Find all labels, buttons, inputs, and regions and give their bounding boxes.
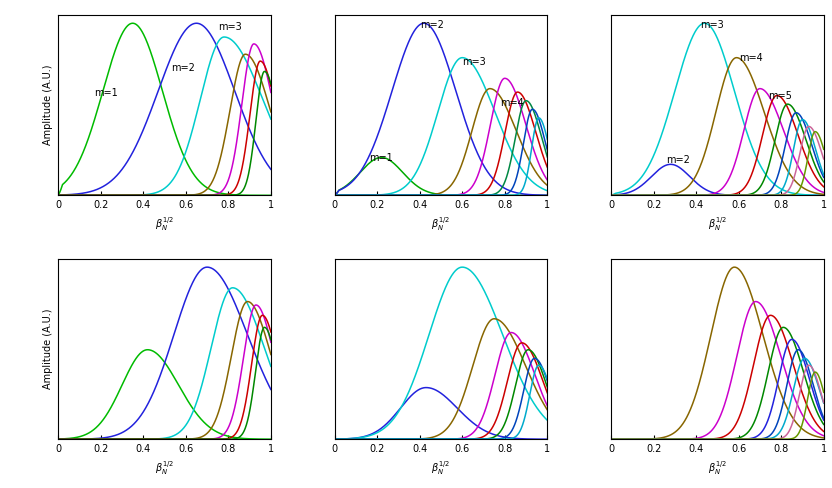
Text: m=5: m=5	[769, 91, 792, 101]
Y-axis label: Amplitude (A.U.): Amplitude (A.U.)	[42, 308, 52, 389]
X-axis label: $\beta_N^{1/2}$: $\beta_N^{1/2}$	[432, 216, 450, 233]
X-axis label: $\beta_N^{1/2}$: $\beta_N^{1/2}$	[708, 460, 727, 477]
Text: m=2: m=2	[419, 20, 443, 30]
Text: m=3: m=3	[463, 57, 486, 66]
Text: m=1: m=1	[369, 153, 393, 163]
Text: m=3: m=3	[218, 22, 241, 32]
Text: m=4: m=4	[739, 53, 762, 63]
X-axis label: $\beta_N^{1/2}$: $\beta_N^{1/2}$	[155, 216, 174, 233]
X-axis label: $\beta_N^{1/2}$: $\beta_N^{1/2}$	[708, 216, 727, 233]
Text: m=2: m=2	[666, 155, 691, 164]
X-axis label: $\beta_N^{1/2}$: $\beta_N^{1/2}$	[432, 460, 450, 477]
Text: m=4: m=4	[501, 98, 524, 108]
Y-axis label: Amplitude (A.U.): Amplitude (A.U.)	[42, 65, 52, 145]
X-axis label: $\beta_N^{1/2}$: $\beta_N^{1/2}$	[155, 460, 174, 477]
Text: m=1: m=1	[94, 87, 118, 98]
Text: m=2: m=2	[171, 63, 195, 73]
Text: m=3: m=3	[701, 20, 724, 30]
